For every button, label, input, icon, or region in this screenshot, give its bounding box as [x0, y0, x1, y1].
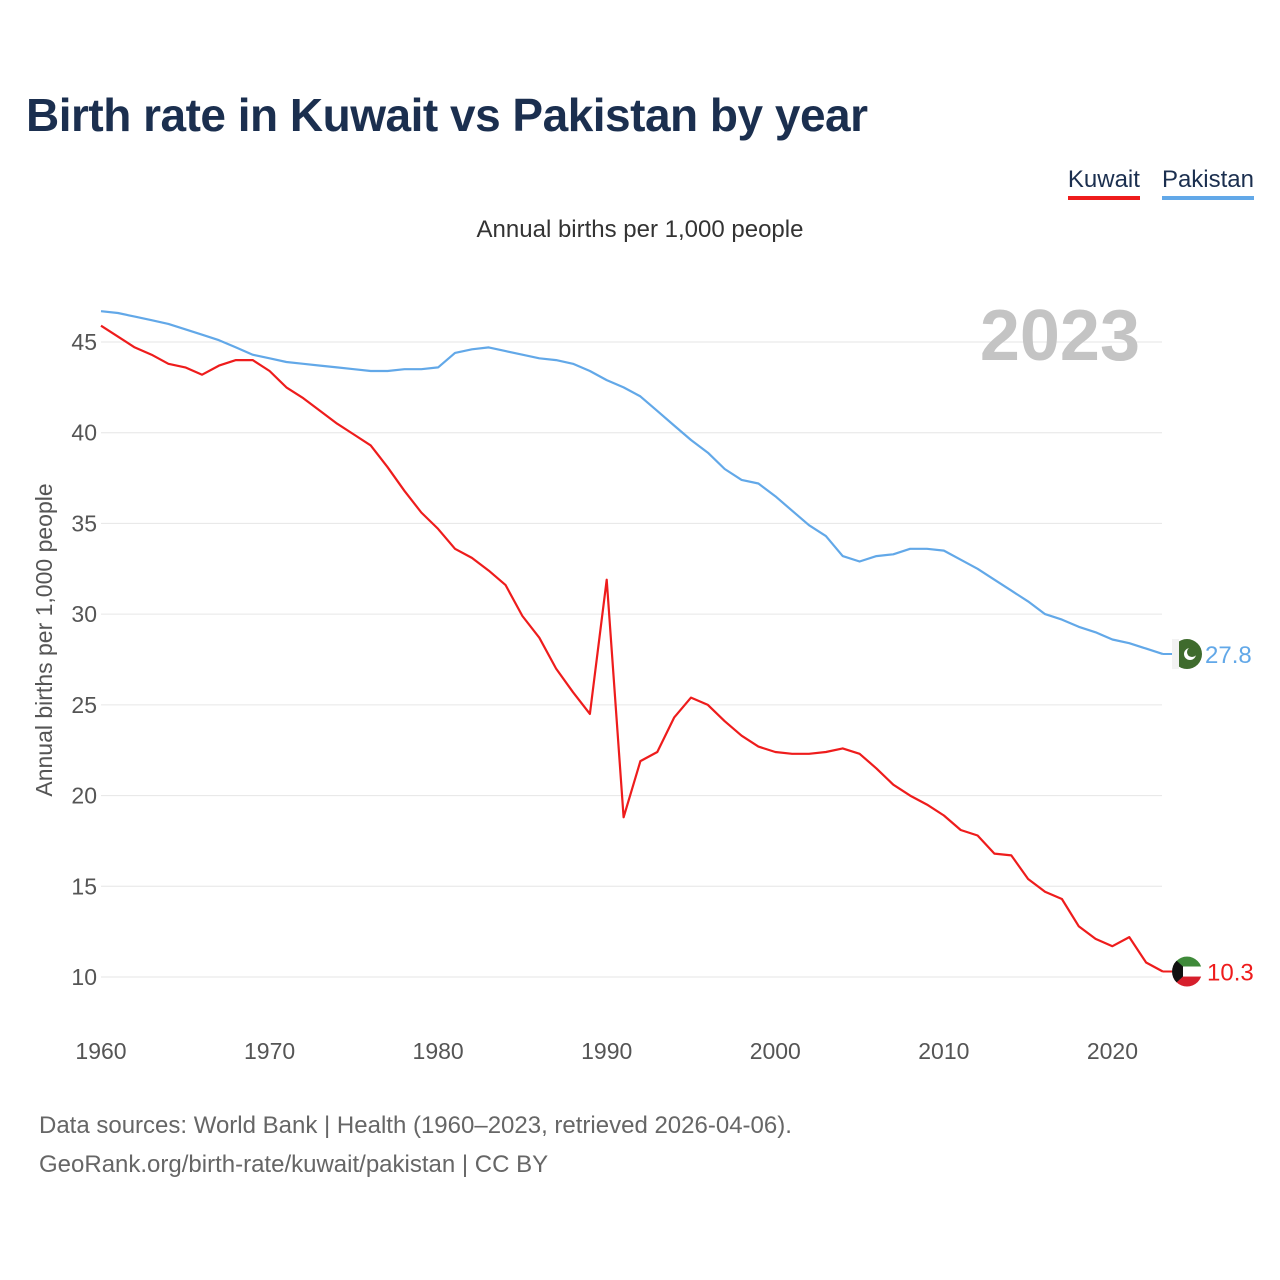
- end-markers: 27.8 10.3: [1163, 639, 1254, 987]
- x-tick-label: 2000: [750, 1038, 801, 1064]
- y-tick-label: 15: [71, 873, 97, 899]
- grid-lines: [101, 341, 1162, 978]
- y-tick-label: 20: [71, 783, 97, 809]
- legend: Kuwait Pakistan: [1067, 166, 1254, 200]
- series-line-kuwait[interactable]: [100, 324, 1164, 973]
- pakistan-end-value: 27.8: [1205, 642, 1252, 669]
- x-tick-label: 1960: [75, 1038, 126, 1064]
- y-axis-ticks: 10 15 20 25 30 35 40 45: [71, 329, 97, 990]
- x-tick-label: 2020: [1087, 1038, 1138, 1064]
- y-tick-label: 35: [71, 510, 97, 536]
- chart-title: Birth rate in Kuwait vs Pakistan by year: [26, 89, 868, 141]
- attribution-text: GeoRank.org/birth-rate/kuwait/pakistan |…: [39, 1151, 549, 1178]
- x-tick-label: 1970: [244, 1038, 295, 1064]
- data-source-text: Data sources: World Bank | Health (1960–…: [39, 1112, 792, 1139]
- legend-item-pakistan[interactable]: Pakistan: [1161, 166, 1254, 200]
- y-tick-label: 45: [71, 329, 97, 355]
- chart-subtitle: Annual births per 1,000 people: [476, 216, 804, 243]
- pakistan-flag-icon: [1172, 639, 1202, 670]
- y-axis-label: Annual births per 1,000 people: [31, 483, 57, 796]
- y-tick-label: 25: [71, 692, 97, 718]
- x-axis-ticks: 1960 1970 1980 1990 2000 2010 2020: [75, 1038, 1138, 1064]
- line-chart: 2023 10 15 20 25 30 35 40 45 1960 1970 1980 1990 20…: [31, 296, 1254, 1064]
- series-lines: [100, 310, 1164, 973]
- kuwait-end-value: 10.3: [1207, 960, 1254, 987]
- y-tick-label: 10: [71, 964, 97, 990]
- series-line-pakistan[interactable]: [100, 310, 1164, 656]
- x-tick-label: 2010: [918, 1038, 969, 1064]
- footer: Data sources: World Bank | Health (1960–…: [39, 1106, 792, 1184]
- x-tick-label: 1990: [581, 1038, 632, 1064]
- legend-item-kuwait[interactable]: Kuwait: [1067, 166, 1140, 200]
- y-tick-label: 40: [71, 420, 97, 446]
- current-year-label: 2023: [980, 296, 1140, 376]
- x-tick-label: 1980: [413, 1038, 464, 1064]
- y-tick-label: 30: [71, 601, 97, 627]
- kuwait-flag-icon: [1172, 956, 1202, 987]
